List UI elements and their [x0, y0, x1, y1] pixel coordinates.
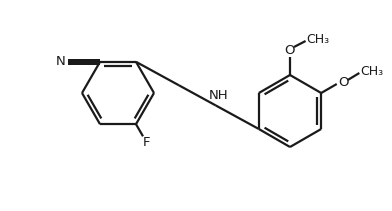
Text: F: F	[143, 136, 151, 149]
Text: O: O	[339, 76, 349, 88]
Text: O: O	[285, 43, 295, 57]
Text: NH: NH	[209, 89, 229, 103]
Text: CH₃: CH₃	[306, 32, 329, 46]
Text: N: N	[56, 55, 66, 68]
Text: CH₃: CH₃	[360, 65, 383, 77]
